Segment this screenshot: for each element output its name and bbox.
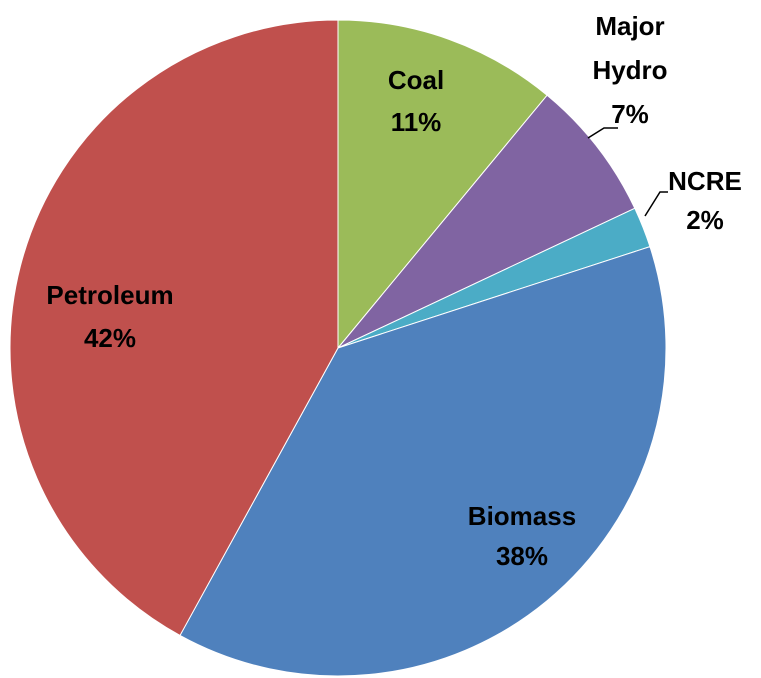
slice-value-label: 38% xyxy=(496,541,548,571)
slice-label: Biomass xyxy=(468,501,576,531)
slices xyxy=(9,19,667,677)
slice-label: Petroleum xyxy=(46,280,173,310)
slice-value-label: 42% xyxy=(84,323,136,353)
slice-value-label: 11% xyxy=(391,107,442,137)
labels: Coal 11% Major Hydro 7% NCRE 2% Biomass 38% Petro… xyxy=(46,11,741,571)
leader-line xyxy=(644,191,668,217)
leader-line xyxy=(587,127,618,139)
slice-label: Coal xyxy=(388,65,444,95)
slice-label: Major Hydro xyxy=(592,11,667,85)
pie-slice xyxy=(337,94,636,349)
pie-slice xyxy=(9,19,339,637)
slice-value-label: 2% xyxy=(686,205,724,235)
slice-value-label: 7% xyxy=(611,99,649,129)
slice-label: NCRE xyxy=(668,166,742,196)
pie-slice xyxy=(179,246,667,677)
pie-slice xyxy=(337,19,548,350)
